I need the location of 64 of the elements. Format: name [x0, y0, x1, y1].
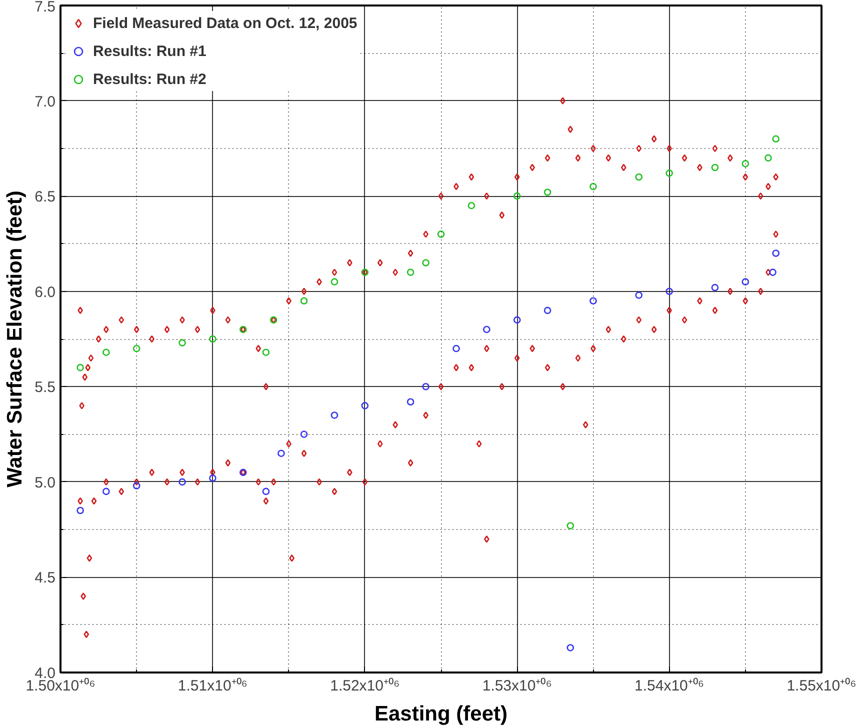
point	[330, 412, 338, 419]
point	[468, 202, 476, 210]
x-tick-label: 1.51x10⁺⁰⁶	[178, 678, 248, 694]
point	[262, 488, 270, 496]
point	[566, 522, 574, 530]
point	[769, 268, 776, 276]
legend-label: Results: Run #2	[93, 70, 206, 88]
legend-label: Field Measured Data on Oct. 12, 2005	[93, 14, 358, 32]
y-axis-title: Water Surface Elevation (feet)	[4, 190, 27, 488]
point	[132, 344, 140, 352]
y-tick-label: 7.0	[34, 93, 56, 110]
x-tick-label: 1.50x10⁺⁰⁶	[26, 678, 96, 694]
point	[742, 278, 750, 286]
point	[132, 482, 140, 490]
point	[262, 348, 270, 356]
point	[422, 259, 430, 266]
point	[178, 478, 186, 486]
point	[76, 364, 84, 372]
y-tick-label: 5.5	[34, 379, 56, 396]
point	[437, 230, 445, 238]
y-tick-label: 6.5	[34, 188, 56, 206]
point	[102, 348, 110, 356]
point	[330, 278, 338, 286]
point	[178, 339, 186, 346]
point	[666, 170, 673, 177]
point	[452, 344, 460, 352]
point	[513, 316, 521, 324]
x-tick-label: 1.54x10⁺⁰⁶	[634, 678, 704, 694]
x-tick-label: 1.55x10⁺⁰⁶	[786, 678, 856, 694]
point	[764, 154, 772, 162]
point	[772, 250, 780, 257]
point	[711, 164, 719, 172]
point	[513, 192, 521, 200]
point	[483, 326, 490, 334]
y-tick-label: 5.0	[34, 474, 56, 492]
point	[102, 488, 110, 496]
y-tick-label: 6.0	[34, 284, 56, 301]
x-tick-label: 1.53x10⁺⁰⁶	[482, 678, 552, 694]
point	[711, 284, 719, 292]
point	[406, 268, 414, 276]
point	[590, 297, 597, 305]
point	[76, 506, 84, 514]
point	[406, 398, 414, 406]
legend-label: Results: Run #1	[93, 42, 206, 60]
x-axis-title: Easting (feet)	[374, 702, 508, 726]
point	[742, 160, 750, 168]
point	[544, 188, 552, 196]
y-tick-label: 4.5	[34, 570, 56, 587]
x-tick-label: 1.52x10⁺⁰⁶	[330, 678, 400, 694]
point	[772, 135, 780, 143]
point	[278, 450, 285, 457]
point	[666, 288, 673, 295]
point	[361, 402, 369, 410]
point	[635, 292, 643, 299]
point	[422, 383, 430, 390]
point	[300, 430, 308, 438]
point	[590, 182, 597, 190]
point	[209, 335, 216, 343]
point	[544, 306, 552, 314]
point	[209, 474, 216, 482]
y-tick-label: 7.5	[34, 0, 56, 16]
point	[566, 644, 574, 652]
point	[635, 173, 643, 181]
point	[300, 297, 308, 305]
